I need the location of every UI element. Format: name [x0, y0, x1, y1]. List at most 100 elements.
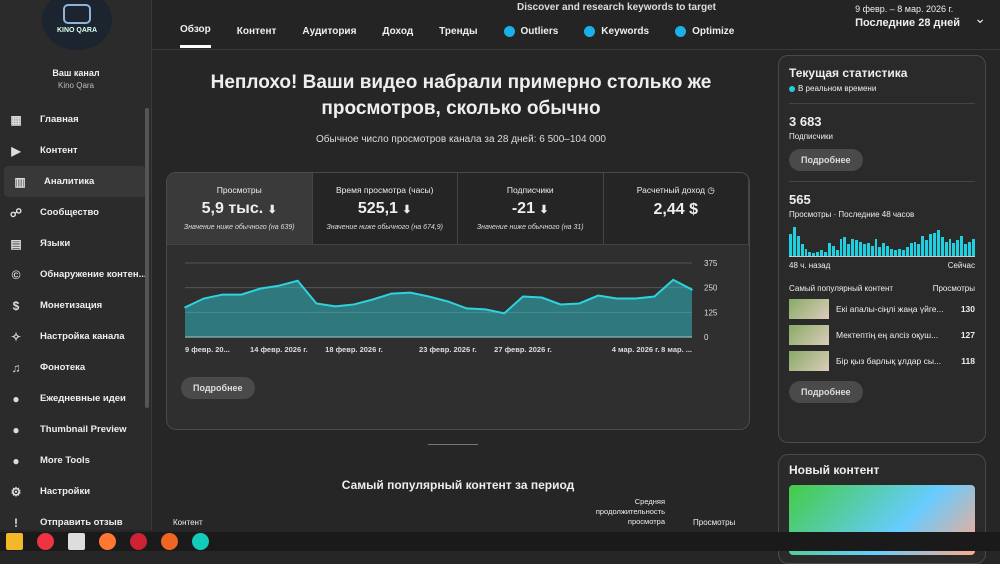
realtime-views-label: Просмотры · Последние 48 часов	[789, 210, 915, 219]
taskbar	[0, 532, 1000, 551]
chrome-icon[interactable]	[37, 533, 54, 550]
more-button[interactable]: Подробнее	[181, 377, 255, 399]
metric-label: Время просмотра (часы)	[335, 185, 434, 195]
tab-7[interactable]: Optimize	[675, 24, 734, 48]
realtime-bar	[789, 234, 792, 256]
file-explorer-icon[interactable]	[6, 533, 23, 550]
channel-avatar[interactable]: KINO QARA	[42, 0, 112, 50]
chevron-down-icon[interactable]: ⌄	[974, 10, 986, 26]
y-tick-label: 125	[704, 308, 718, 317]
realtime-bar	[827, 242, 831, 256]
metric-value: 5,9 тыс.	[201, 200, 264, 217]
col-content[interactable]: Контент	[173, 518, 203, 527]
tab-4[interactable]: Тренды	[439, 24, 477, 48]
tab-2[interactable]: Аудитория	[302, 24, 356, 48]
sidebar-item-label: Thumbnail Preview	[40, 424, 127, 435]
sidebar-item-3[interactable]: ☍ Сообщество	[0, 197, 150, 228]
metric-1[interactable]: Время просмотра (часы) 525,1 ⬇ Значение ни…	[312, 173, 458, 244]
sidebar-item-13[interactable]: ! Отправить отзыв	[0, 507, 150, 538]
metric-0[interactable]: Просмотры 5,9 тыс. ⬇ Значение ниже обычног…	[167, 173, 313, 244]
realtime-bar	[971, 238, 975, 256]
realtime-bar	[897, 248, 901, 256]
popular-item[interactable]: Екі апалы-сіңлі жаңа үйге... 130	[789, 299, 975, 319]
col-avg-duration[interactable]: Средняя продолжительность просмотра	[595, 497, 665, 526]
sidebar-item-7[interactable]: ✧ Настройка канала	[0, 321, 150, 352]
data-point	[597, 294, 599, 297]
clock-icon: ◷	[707, 185, 715, 195]
metric-value: 525,1	[357, 200, 398, 217]
sidebar-item-1[interactable]: ▶ Контент	[0, 135, 150, 166]
realtime-bar	[952, 242, 956, 256]
data-point	[428, 295, 430, 298]
overview-card: Просмотры 5,9 тыс. ⬇ Значение ниже обычног…	[166, 172, 750, 430]
sidebar-item-2[interactable]: ▥ Аналитика	[4, 166, 146, 197]
analytics-icon: ▥	[14, 174, 26, 189]
tab-5[interactable]: Outliers	[503, 24, 559, 48]
tab-label: Outliers	[520, 25, 559, 37]
live-label: В реальном времени	[798, 84, 877, 93]
realtime-bar	[944, 241, 948, 256]
firefox-icon[interactable]	[161, 533, 178, 550]
realtime-bar	[835, 250, 839, 256]
opera-icon[interactable]	[130, 533, 147, 550]
app-icon[interactable]	[192, 533, 209, 550]
tab-6[interactable]: Keywords	[584, 24, 649, 48]
metric-value: 2,44 $	[653, 201, 698, 218]
tab-label: Keywords	[601, 25, 650, 37]
realtime-bar	[820, 250, 824, 256]
popular-title: Самый популярный контент	[789, 284, 894, 293]
realtime-bar	[812, 253, 816, 256]
extension-icon: ●	[12, 453, 20, 468]
subscribers-more-button[interactable]: Подробнее	[789, 149, 863, 171]
data-point	[390, 292, 393, 295]
metric-3[interactable]: Расчетный доход ◷ 2,44 $	[603, 173, 749, 244]
metric-2[interactable]: Подписчики -21 ⬇ Значение ниже обычного (н…	[458, 173, 604, 244]
sidebar-item-label: More Tools	[40, 455, 90, 466]
sidebar-item-4[interactable]: ▤ Языки	[0, 228, 150, 259]
tab-1[interactable]: Контент	[237, 24, 277, 48]
data-point	[409, 291, 412, 294]
popular-item[interactable]: Бір қыз барлық ұлдар сы... 118	[789, 351, 975, 371]
sidebar-item-8[interactable]: ♫ Фонотека	[0, 352, 150, 383]
data-point	[184, 306, 186, 309]
sidebar-item-5[interactable]: © Обнаружение контен...	[0, 259, 150, 290]
tab-0[interactable]: Обзор	[180, 24, 211, 48]
realtime-bar-chart	[789, 227, 975, 257]
sidebar-item-0[interactable]: ▦ Главная	[0, 104, 150, 135]
date-range-picker[interactable]: 9 февр. – 8 мар. 2026 г. Последние 28 дне…	[855, 4, 960, 29]
tab-label: Тренды	[439, 25, 478, 37]
data-point	[278, 284, 280, 287]
subscriber-count: 3 683	[789, 114, 822, 129]
realtime-bar	[804, 248, 808, 256]
col-views[interactable]: Просмотры	[693, 518, 736, 527]
data-point	[334, 305, 337, 308]
tab-3[interactable]: Доход	[382, 24, 413, 48]
realtime-bar	[905, 247, 909, 256]
sidebar-scrollbar[interactable]	[145, 108, 149, 408]
arrow-down-icon: ⬇	[402, 204, 412, 216]
realtime-bar	[940, 237, 944, 256]
yandex-icon[interactable]	[99, 533, 116, 550]
realtime-card: Текущая статистика В реальном времени 3 …	[778, 55, 986, 443]
popular-item[interactable]: Мектептің ең алсіз оқуш... 127	[789, 325, 975, 345]
sidebar-item-10[interactable]: ● Thumbnail Preview	[0, 414, 150, 445]
popular-more-button[interactable]: Подробнее	[789, 381, 863, 403]
sidebar-item-11[interactable]: ● More Tools	[0, 445, 150, 476]
realtime-bar	[909, 242, 913, 256]
realtime-bar	[960, 235, 964, 256]
realtime-bar	[936, 229, 940, 256]
arrow-down-icon: ⬇	[539, 204, 549, 216]
realtime-bar	[831, 245, 835, 256]
realtime-bar	[878, 247, 882, 256]
channel-title: Ваш канал	[52, 68, 100, 78]
logo-text: KINO QARA	[56, 27, 98, 34]
data-point	[202, 297, 205, 300]
sidebar-item-6[interactable]: $ Монетизация	[0, 290, 150, 321]
sidebar-item-9[interactable]: ● Ежедневные идеи	[0, 383, 150, 414]
video-thumbnail	[789, 325, 829, 345]
realtime-views: 565	[789, 192, 811, 207]
feedback-icon: !	[14, 515, 18, 530]
metric-note: Значение ниже обычного (на 674,9)	[326, 224, 443, 231]
sidebar-item-12[interactable]: ⚙ Настройки	[0, 476, 150, 507]
yandex-browser-icon[interactable]	[68, 533, 85, 550]
